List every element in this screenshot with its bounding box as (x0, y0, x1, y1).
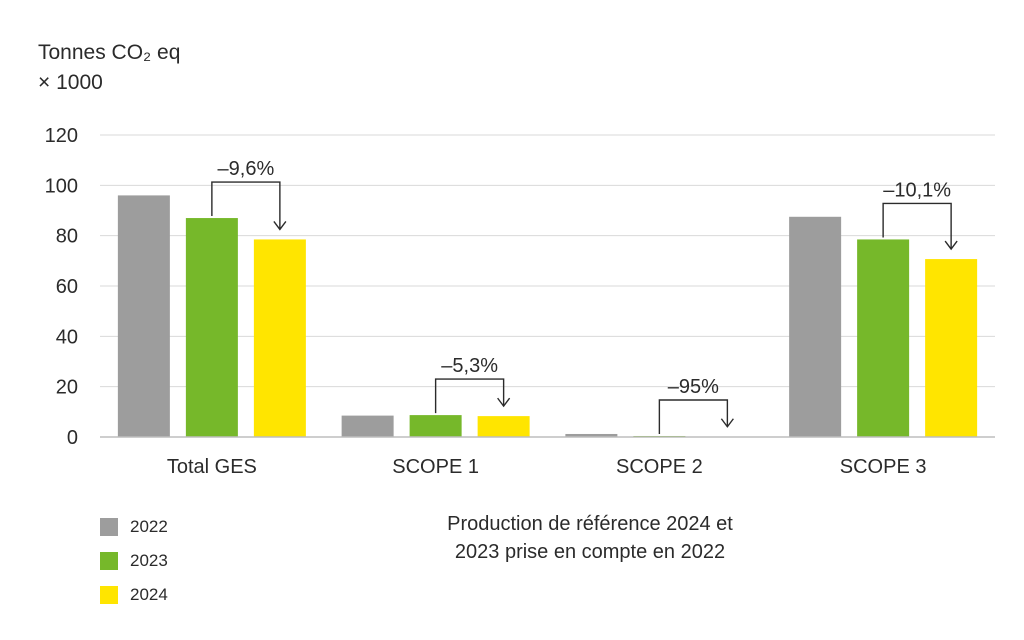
legend-label-2023: 2023 (130, 551, 168, 570)
annotation-bracket-2 (658, 399, 729, 434)
annotation-bracket-0 (211, 181, 281, 230)
bar-scope-1-2023 (409, 415, 462, 437)
y-tick-label-100: 100 (45, 175, 78, 197)
bar-scope-2-2022 (565, 433, 618, 437)
legend-swatch-2022 (100, 518, 118, 536)
annotation-arrow-2 (720, 418, 734, 428)
y-axis-label-line2: × 1000 (38, 71, 103, 94)
bar-total-ges-2022 (117, 195, 170, 437)
legend-swatch-2023 (100, 552, 118, 570)
chart-note-line2: 2023 prise en compte en 2022 (454, 541, 726, 563)
bar-scope-3-2022 (789, 216, 842, 437)
y-tick-label-20: 20 (56, 377, 78, 399)
y-axis-label-line1: Tonnes CO₂ eq (38, 41, 181, 64)
legend-swatch-2024 (100, 586, 118, 604)
y-tick-label-0: 0 (67, 427, 78, 449)
y-tick-label-40: 40 (56, 326, 78, 348)
annotation-arrow-3 (944, 240, 958, 251)
chart-note-line1: Production de référence 2024 et (447, 513, 733, 535)
y-tick-label-60: 60 (56, 276, 78, 298)
bar-scope-1-2022 (341, 415, 394, 437)
bar-total-ges-2023 (185, 218, 238, 437)
bar-scope-3-2024 (925, 259, 978, 437)
bar-scope-1-2024 (477, 416, 530, 437)
annotation-label-1: –5,3% (441, 355, 498, 377)
legend-label-2024: 2024 (130, 585, 168, 604)
annotation-label-3: –10,1% (883, 179, 951, 201)
x-tick-label-scope-3: SCOPE 3 (840, 456, 927, 478)
x-tick-label-total-ges: Total GES (167, 456, 257, 478)
bar-scope-3-2023 (857, 239, 910, 437)
annotation-bracket-3 (882, 202, 952, 250)
legend-item-2024: 2024 (100, 578, 168, 612)
x-tick-label-scope-1: SCOPE 1 (392, 456, 479, 478)
bar-chart: 0 20 40 60 80 100 120 Total GES SCOPE 1 SCOPE 2 SC… (45, 125, 995, 478)
annotation-arrow-1 (497, 397, 511, 408)
y-tick-label-80: 80 (56, 226, 78, 248)
bar-total-ges-2024 (253, 239, 306, 437)
y-tick-label-120: 120 (45, 125, 78, 147)
x-tick-label-scope-2: SCOPE 2 (616, 456, 703, 478)
legend-item-2022: 2022 (100, 510, 168, 544)
chart-note: Production de référence 2024 et 2023 pri… (400, 510, 780, 566)
annotation-label-0: –9,6% (218, 158, 275, 180)
annotation-arrow-0 (273, 221, 287, 231)
legend-label-2022: 2022 (130, 517, 168, 536)
annotation-bracket-1 (434, 378, 505, 414)
legend-item-2023: 2023 (100, 544, 168, 578)
annotation-label-2: –95% (668, 376, 719, 398)
legend: 2022 2023 2024 (100, 510, 168, 612)
